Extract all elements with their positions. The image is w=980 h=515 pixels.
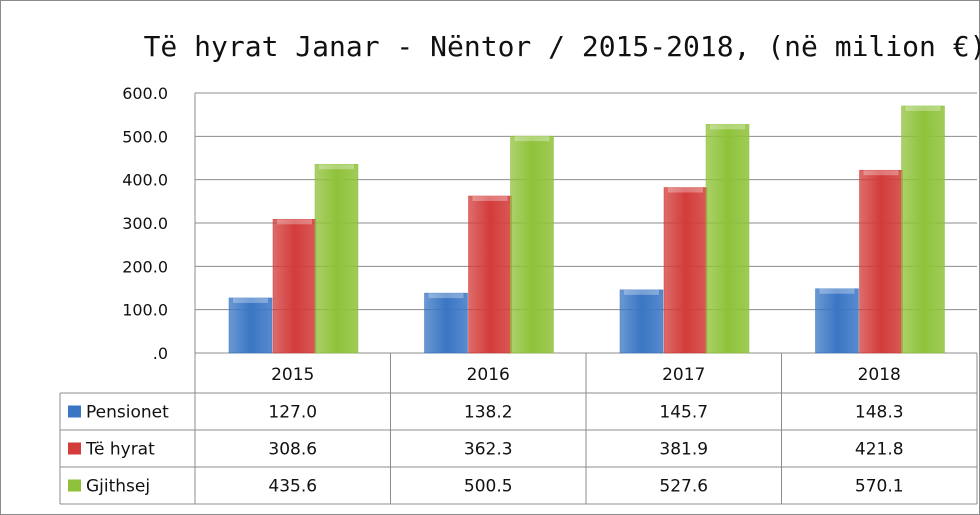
bar-të-hyrat-2015 xyxy=(272,219,317,354)
data-table-value: 421.8 xyxy=(855,440,904,460)
bar-bevel xyxy=(472,196,508,202)
data-table-value: 362.3 xyxy=(464,440,513,460)
x-tick-label: 2015 xyxy=(271,365,314,385)
bar-bevel xyxy=(428,293,464,299)
data-table-value: 148.3 xyxy=(855,403,904,423)
y-tick-label: 400.0 xyxy=(122,171,168,190)
bar-pensionet-2016 xyxy=(424,292,468,354)
bar-bevel xyxy=(277,219,312,225)
y-tick-label: 300.0 xyxy=(122,214,168,233)
bar-të-hyrat-2016 xyxy=(468,195,512,354)
bar-gjithsej-2015 xyxy=(314,163,359,354)
bar-bevel xyxy=(863,170,899,176)
bar-bevel xyxy=(514,136,550,142)
data-table-value: 138.2 xyxy=(464,403,513,423)
bar-pensionet-2017 xyxy=(619,289,664,354)
legend-label: Gjithsej xyxy=(86,477,150,497)
legend-key-gjithsej xyxy=(68,479,81,492)
bar-bevel xyxy=(233,297,268,303)
bar-bevel xyxy=(624,289,659,295)
bar-pensionet-2018 xyxy=(815,288,859,354)
bar-të-hyrat-2018 xyxy=(859,169,903,354)
y-tick-label: 100.0 xyxy=(122,301,168,320)
chart-title: Të hyrat Janar - Nëntor / 2015-2018, (në… xyxy=(144,30,980,63)
y-tick-label: 200.0 xyxy=(122,257,168,276)
bar-bevel xyxy=(905,105,941,111)
legend-label: Të hyrat xyxy=(85,440,155,460)
x-tick-label: 2018 xyxy=(858,365,901,385)
y-tick-label: .0 xyxy=(153,344,168,363)
bar-të-hyrat-2017 xyxy=(663,187,708,354)
x-tick-label: 2017 xyxy=(662,365,705,385)
bar-bevel xyxy=(710,124,745,130)
bar-gjithsej-2017 xyxy=(705,124,750,354)
x-tick-label: 2016 xyxy=(467,365,510,385)
data-table-value: 381.9 xyxy=(659,440,708,460)
data-table-value: 435.6 xyxy=(268,477,317,497)
y-tick-label: 500.0 xyxy=(122,127,168,146)
data-table-value: 500.5 xyxy=(464,477,513,497)
data-table-value: 527.6 xyxy=(659,477,708,497)
bar-bevel xyxy=(319,164,354,170)
legend-label: Pensionet xyxy=(86,403,169,423)
bar-bevel xyxy=(668,187,703,193)
data-table-value: 308.6 xyxy=(268,440,317,460)
bar-gjithsej-2018 xyxy=(901,105,945,354)
legend-key-pensionet xyxy=(68,405,81,418)
data-table-value: 127.0 xyxy=(268,403,317,423)
y-tick-label: 600.0 xyxy=(122,84,168,103)
data-table-value: 570.1 xyxy=(855,477,904,497)
legend-key-të-hyrat xyxy=(68,442,81,455)
data-table-value: 145.7 xyxy=(659,403,708,423)
bar-gjithsej-2016 xyxy=(510,135,554,354)
bar-pensionet-2015 xyxy=(228,297,273,354)
bar-bevel xyxy=(819,288,855,294)
